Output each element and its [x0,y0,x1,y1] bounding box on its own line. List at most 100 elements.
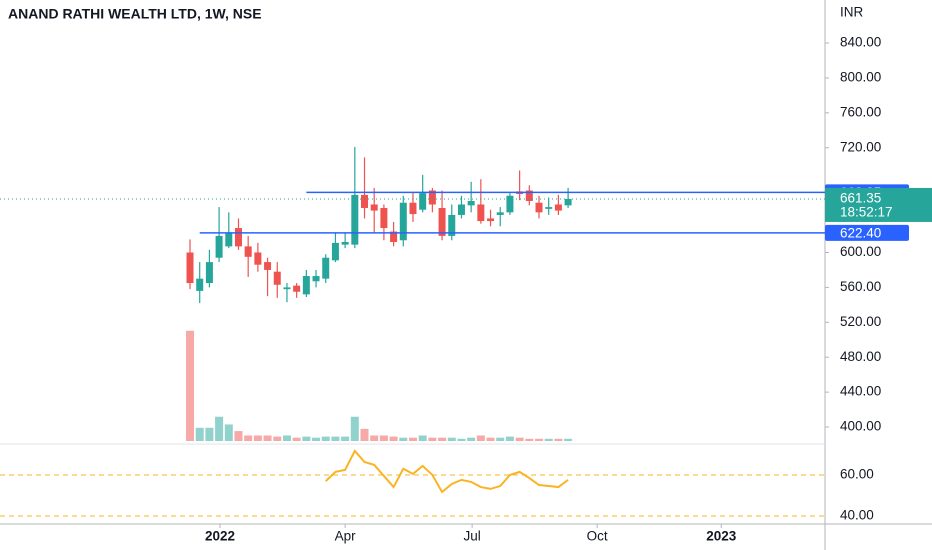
volume-bar [505,436,514,441]
candle-body [351,194,359,245]
volume-bar [302,436,311,441]
candle-body [283,287,291,290]
y-tick-label: 800.00 [840,69,881,84]
volume-bar [186,330,195,441]
volume-bar [399,437,408,441]
volume-bar [195,427,204,441]
candle-body [506,195,514,213]
rsi-tick-label: 60.00 [840,467,874,482]
candle-body [438,207,446,236]
candle-body [525,190,533,201]
candle-body [380,207,388,229]
level-label: 622.40 [840,225,881,240]
y-tick-label: 480.00 [840,349,881,364]
candle-body [254,252,262,265]
candle-body [370,204,378,211]
volume-bar [360,428,369,441]
volume-bar [515,437,524,441]
candle-body [409,202,417,215]
y-tick-label: 840.00 [840,35,881,50]
candle-body [302,276,310,295]
volume-bar [418,435,427,441]
y-tick-label: 600.00 [840,244,881,259]
volume-bar [292,437,301,441]
chart-title: ANAND RATHI WEALTH LTD, 1W, NSE [8,6,262,22]
candle-body [186,252,194,284]
volume-bar [496,437,505,441]
volume-bar [273,436,282,441]
volume-bar [428,437,437,441]
candle-body [448,214,456,236]
volume-bar [535,438,544,441]
candle-body [234,228,242,247]
volume-bar [467,437,476,441]
volume-bar [205,427,214,441]
volume-bar [263,435,272,441]
candle-body [205,262,213,284]
y-tick-label: 720.00 [840,139,881,154]
x-tick-label: Apr [335,529,357,544]
volume-bar [564,438,573,441]
candle-body [225,233,233,247]
candle-body [457,204,465,215]
candle-body [419,193,427,210]
volume-bar [370,435,379,441]
volume-bar [544,438,553,441]
y-tick-label: 560.00 [840,279,881,294]
volume-bar [244,435,253,441]
volume-bar [476,435,485,441]
volume-bar [341,436,350,441]
candle-body [535,202,543,213]
currency: INR [840,5,864,20]
volume-bar [350,416,359,441]
candle-body [390,231,398,243]
candle-body [273,271,281,285]
candle-body [564,198,572,206]
volume-bar [234,431,243,441]
candle-body [361,194,369,208]
candle-body [322,257,330,279]
candle-body [487,218,495,222]
candle-body [331,242,339,261]
candle-body [312,276,320,282]
candle-body [467,200,475,206]
candle-body [215,235,223,258]
x-tick-label: Oct [587,529,608,544]
x-tick-label: Jul [463,529,480,544]
volume-bar [282,435,291,441]
candle-body [399,202,407,241]
last-price-box [825,187,932,222]
candle-body [477,204,485,222]
candle-body [545,207,553,209]
countdown-label: 18:52:17 [840,205,893,220]
volume-bar [312,437,321,441]
candle-body [496,212,504,215]
candle-body [554,204,562,211]
volume-bar [554,438,563,441]
volume-bar [457,438,466,441]
candle-body [293,285,301,292]
y-tick-label: 520.00 [840,314,881,329]
volume-bar [447,437,456,441]
volume-bar [389,436,398,441]
candle-body [196,278,204,291]
x-tick-label: 2023 [706,529,737,544]
candle-body [428,190,436,205]
volume-bar [224,424,233,441]
volume-bar [408,437,417,441]
volume-bar [321,436,330,441]
y-tick-label: 440.00 [840,384,881,399]
x-tick-label: 2022 [205,529,235,544]
candle-body [244,246,252,257]
volume-bar [215,416,224,441]
level-label-box [825,224,909,241]
volume-bar [253,435,262,441]
volume-bar [331,436,340,441]
volume-bar [486,437,495,441]
rsi-tick-label: 40.00 [840,508,874,523]
y-tick-label: 760.00 [840,104,881,119]
candle-body [341,242,349,245]
volume-bar [379,435,388,441]
